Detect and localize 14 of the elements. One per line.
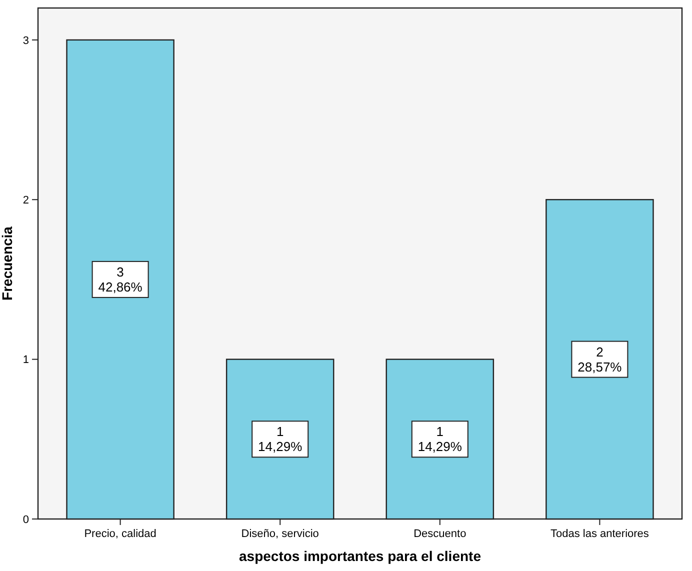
x-tick-label: Todas las anteriores	[550, 528, 650, 540]
data-label: 3 42,86%	[98, 264, 143, 294]
data-label: 1 14,29%	[258, 424, 303, 454]
data-label: 2 28,57%	[578, 344, 622, 374]
y-tick-label: 1	[22, 354, 29, 366]
x-tick-label: Precio, calidad	[84, 528, 156, 540]
data-label: 1 14,29%	[418, 424, 462, 454]
y-tick-label: 0	[22, 514, 29, 526]
y-tick-label: 3	[22, 34, 29, 47]
x-axis-title: aspectos importantes para el cliente	[239, 548, 482, 564]
y-tick-label: 2	[22, 194, 29, 206]
x-tick-label: Descuento	[414, 528, 466, 540]
y-axis-title: Frecuencia	[0, 226, 15, 300]
x-tick-label: Diseño, servicio	[241, 528, 319, 540]
